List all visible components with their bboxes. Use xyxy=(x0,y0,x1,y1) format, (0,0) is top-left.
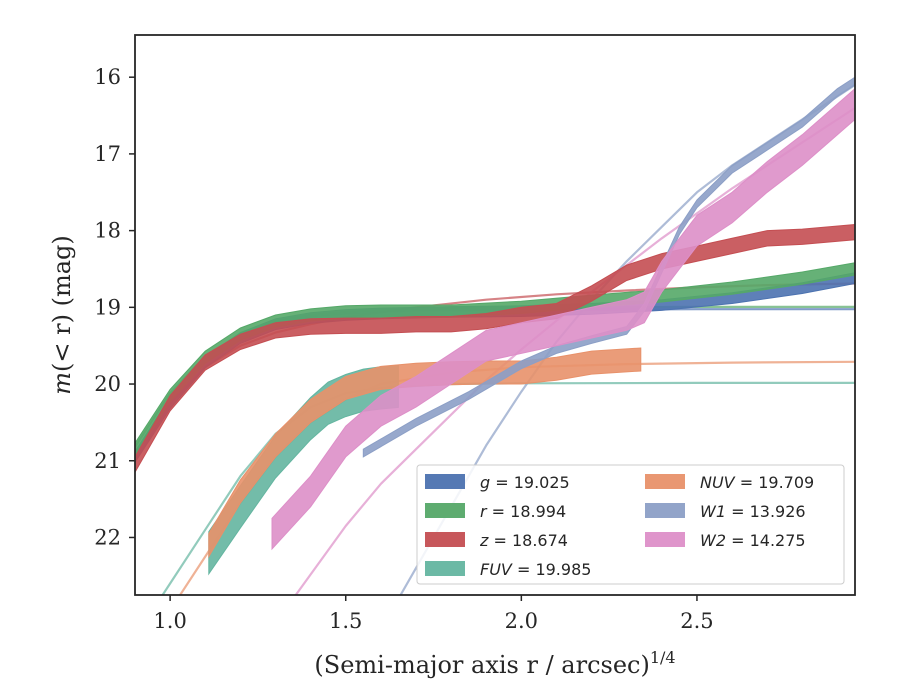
y-tick-label-5: 21 xyxy=(94,449,121,473)
band-w2 xyxy=(271,88,855,551)
band-z xyxy=(135,223,855,474)
legend-box xyxy=(416,464,845,585)
band-nuv xyxy=(208,347,642,559)
y-tick-label-6: 22 xyxy=(94,525,121,549)
legend: g = 19.025 r = 18.994 z = 18.674 FUV = 19.9… xyxy=(416,464,845,585)
legend-label-z: z = 18.674 xyxy=(479,531,568,550)
legend-swatch-g xyxy=(425,474,465,489)
y-tick-label-1: 17 xyxy=(94,142,121,166)
legend-swatch-r xyxy=(425,503,465,518)
legend-label-w1: W1 = 13.926 xyxy=(700,502,806,521)
legend-swatch-w1 xyxy=(645,503,685,518)
x-axis-ticks: 1.0 1.5 2.0 2.5 xyxy=(153,595,714,633)
measurement-bands xyxy=(135,76,855,576)
x-axis-label: (Semi-major axis r / arcsec)1/4 xyxy=(314,648,675,679)
y-tick-label-0: 16 xyxy=(94,65,121,89)
y-axis-ticks: 16 17 18 19 20 21 22 xyxy=(94,65,135,549)
legend-swatch-nuv xyxy=(645,474,685,489)
x-tick-label-3: 2.5 xyxy=(680,609,713,633)
legend-swatch-fuv xyxy=(425,561,465,576)
y-tick-label-4: 20 xyxy=(94,372,121,396)
legend-label-fuv: FUV = 19.985 xyxy=(480,560,591,579)
x-tick-label-1: 1.5 xyxy=(329,609,362,633)
legend-swatch-z xyxy=(425,532,465,547)
legend-label-nuv: NUV = 19.709 xyxy=(700,473,814,492)
plot-frame xyxy=(134,34,856,596)
legend-swatch-w2 xyxy=(645,532,685,547)
y-tick-label-3: 19 xyxy=(94,295,121,319)
y-tick-label-2: 18 xyxy=(94,219,121,243)
legend-label-w2: W2 = 14.275 xyxy=(700,531,806,550)
x-tick-label-0: 1.0 xyxy=(153,609,186,633)
y-axis-label: m(< r) (mag) xyxy=(48,235,76,395)
legend-label-g: g = 19.025 xyxy=(480,473,570,492)
x-tick-label-2: 2.0 xyxy=(505,609,538,633)
legend-label-r: r = 18.994 xyxy=(480,502,566,521)
